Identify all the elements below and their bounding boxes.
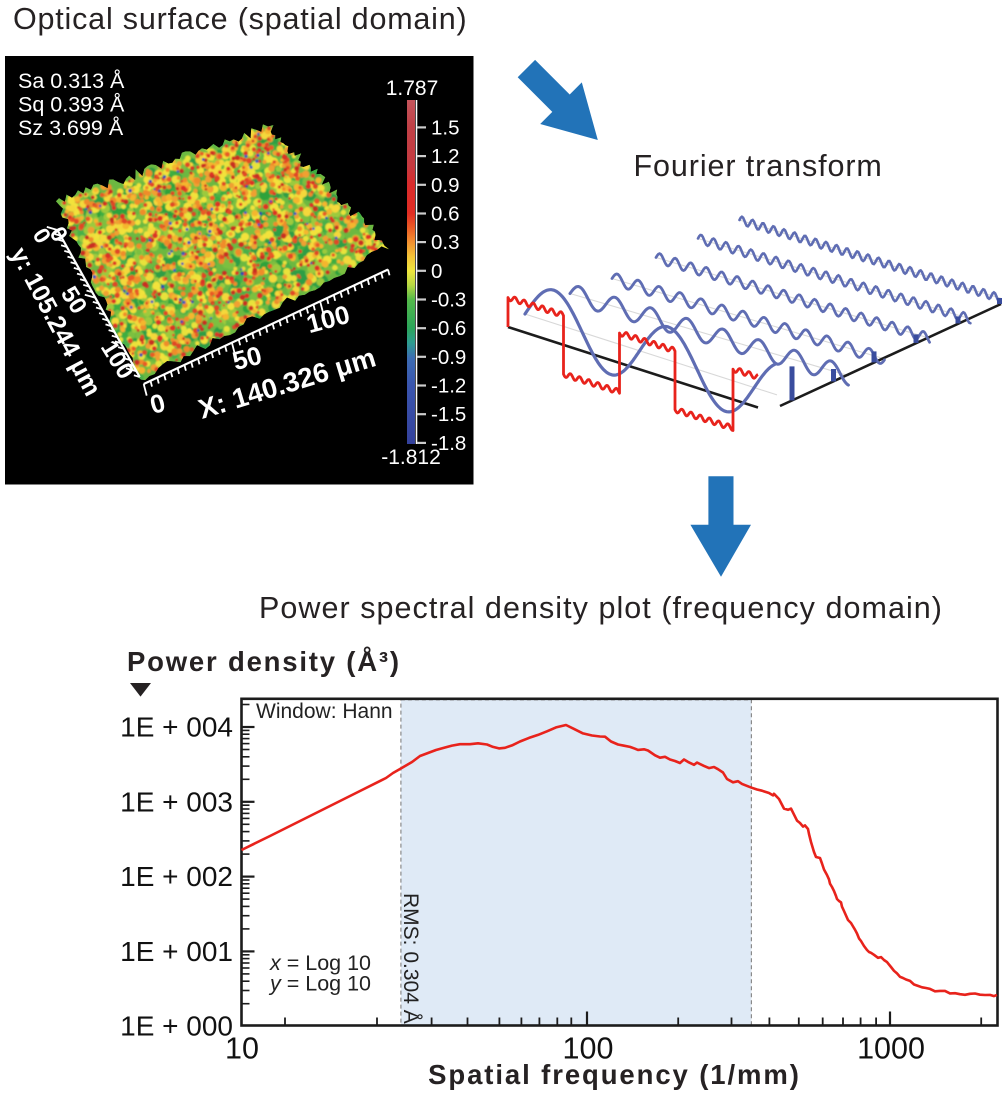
svg-text:x = Log 10: x = Log 10 bbox=[269, 951, 371, 975]
svg-text:100: 100 bbox=[563, 1032, 614, 1066]
svg-text:Sa 0.313 Å: Sa 0.313 Å bbox=[18, 69, 125, 93]
svg-text:Fourier transform: Fourier transform bbox=[634, 149, 883, 183]
svg-text:0.6: 0.6 bbox=[431, 203, 460, 226]
svg-text:Power density (Å³): Power density (Å³) bbox=[127, 646, 401, 677]
svg-text:y = Log 10: y = Log 10 bbox=[268, 972, 371, 996]
svg-text:Sq 0.393 Å: Sq 0.393 Å bbox=[18, 93, 125, 117]
svg-text:0: 0 bbox=[431, 260, 442, 283]
svg-text:1.2: 1.2 bbox=[431, 145, 460, 168]
svg-text:Optical surface (spatial domai: Optical surface (spatial domain) bbox=[13, 2, 467, 36]
svg-text:0.9: 0.9 bbox=[431, 174, 460, 197]
svg-text:Sz 3.699 Å: Sz 3.699 Å bbox=[18, 116, 124, 140]
svg-text:1E + 003: 1E + 003 bbox=[120, 786, 233, 817]
svg-text:-0.3: -0.3 bbox=[431, 289, 466, 312]
svg-text:-1.5: -1.5 bbox=[431, 403, 466, 426]
svg-text:-1.812: -1.812 bbox=[381, 446, 441, 469]
svg-text:1E + 002: 1E + 002 bbox=[120, 861, 233, 892]
svg-text:1E + 000: 1E + 000 bbox=[120, 1011, 233, 1042]
svg-text:1.787: 1.787 bbox=[386, 77, 439, 100]
svg-text:-0.6: -0.6 bbox=[431, 317, 466, 340]
svg-text:1.5: 1.5 bbox=[431, 116, 460, 139]
svg-text:-1.2: -1.2 bbox=[431, 375, 466, 398]
svg-text:Power spectral density plot (f: Power spectral density plot (frequency d… bbox=[259, 591, 943, 625]
svg-text:10: 10 bbox=[225, 1032, 259, 1066]
svg-text:-1.8: -1.8 bbox=[431, 432, 466, 455]
svg-text:-0.9: -0.9 bbox=[431, 346, 466, 369]
svg-text:1E + 004: 1E + 004 bbox=[120, 712, 233, 743]
svg-text:1E + 001: 1E + 001 bbox=[120, 936, 233, 967]
svg-text:1000: 1000 bbox=[857, 1032, 925, 1066]
svg-text:RMS: 0.304 Å: RMS: 0.304 Å bbox=[399, 893, 422, 1024]
svg-text:Spatial frequency (1/mm): Spatial frequency (1/mm) bbox=[428, 1059, 801, 1090]
svg-text:Window: Hann: Window: Hann bbox=[256, 700, 393, 723]
svg-text:0.3: 0.3 bbox=[431, 231, 460, 254]
